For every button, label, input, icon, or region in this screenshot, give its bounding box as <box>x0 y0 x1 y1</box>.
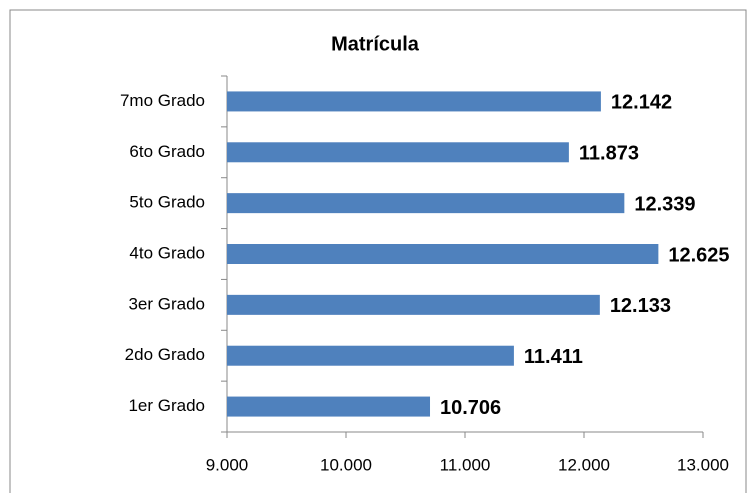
y-tick-label: 1er Grado <box>128 396 205 415</box>
bar <box>227 244 659 264</box>
x-tick-label: 11.000 <box>440 455 491 474</box>
bar <box>227 142 569 163</box>
data-label: 12.133 <box>610 295 671 317</box>
y-tick-label: 4to Grado <box>129 243 205 262</box>
y-tick-label: 2do Grado <box>125 345 205 364</box>
data-label: 11.411 <box>524 346 583 368</box>
bar <box>227 193 625 214</box>
x-tick-label: 9.000 <box>206 455 249 474</box>
data-label: 10.706 <box>440 397 501 419</box>
y-tick-label: 5to Grado <box>129 193 205 212</box>
y-tick-label: 7mo Grado <box>120 91 205 110</box>
chart-title: Matrícula <box>331 33 420 55</box>
y-tick-label: 6to Grado <box>129 142 205 161</box>
bar <box>227 345 514 366</box>
x-tick-label: 10.000 <box>320 455 372 474</box>
bar <box>227 294 600 315</box>
data-label: 12.625 <box>668 244 729 266</box>
data-label: 12.142 <box>611 92 672 114</box>
bar <box>227 396 431 417</box>
x-tick-label: 13.000 <box>677 455 729 474</box>
bar <box>227 91 601 112</box>
data-label: 11.873 <box>579 143 639 165</box>
data-label: 12.339 <box>634 193 695 215</box>
x-tick-label: 12.000 <box>558 455 610 474</box>
y-tick-label: 3er Grado <box>128 294 205 313</box>
